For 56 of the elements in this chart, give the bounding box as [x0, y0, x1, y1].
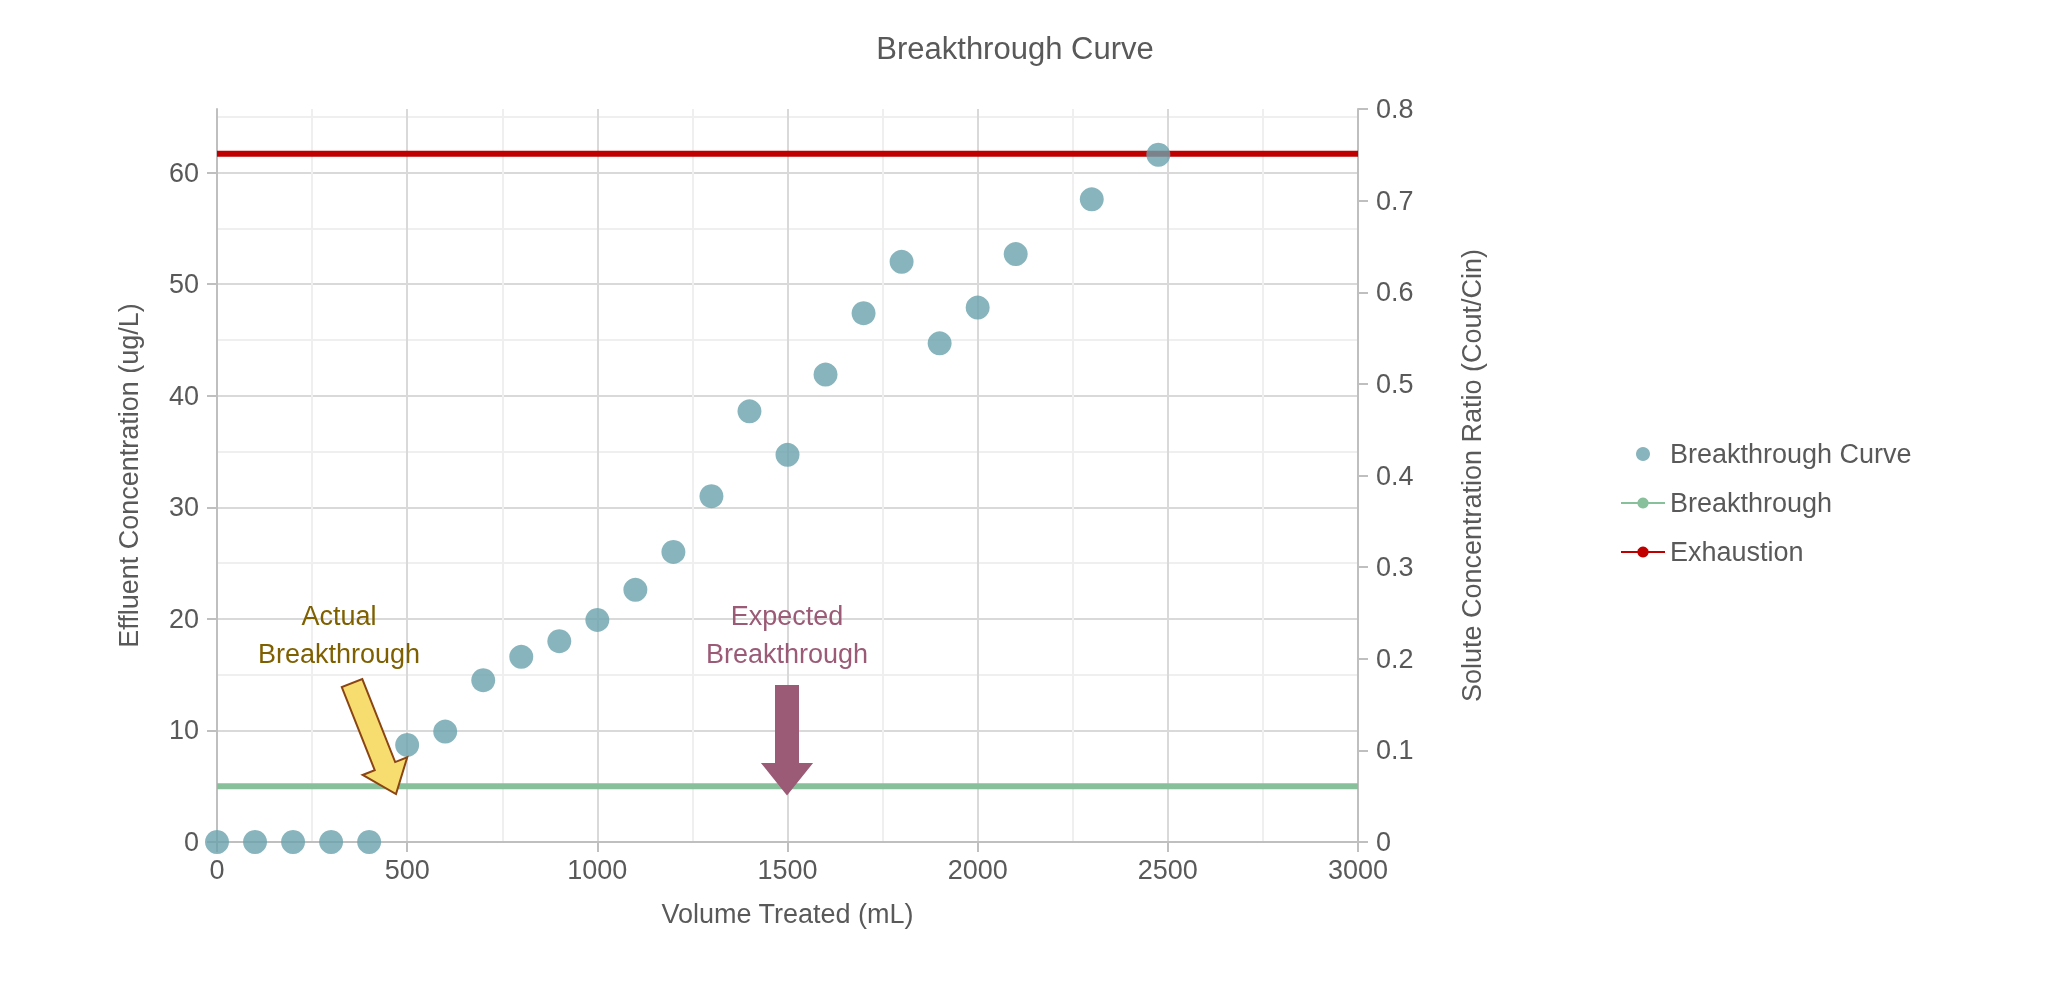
point — [965, 295, 990, 320]
point — [699, 484, 724, 509]
point — [243, 830, 268, 854]
point — [471, 668, 496, 693]
legend-label: Exhaustion — [1670, 537, 1804, 567]
point — [281, 830, 306, 854]
x-tick-label: 1000 — [567, 854, 628, 885]
y2-tick-label: 0.3 — [1376, 552, 1414, 583]
x-axis-title: Volume Treated (mL) — [661, 898, 914, 929]
point — [927, 331, 952, 356]
y2-tick-label: 0.2 — [1376, 643, 1414, 674]
y2-axis-title: Solute Concentration Ratio (Cout/Cin) — [1456, 248, 1487, 703]
point — [357, 830, 382, 854]
point — [205, 830, 229, 854]
y2-tick-label: 0.7 — [1376, 185, 1414, 216]
point — [319, 830, 344, 854]
point — [775, 442, 800, 467]
point — [585, 607, 610, 632]
point — [1079, 187, 1104, 212]
y-tick-label: 40 — [168, 380, 199, 411]
point — [395, 732, 420, 757]
x-tick-label: 1500 — [757, 854, 818, 885]
y-tick-label: 10 — [168, 715, 199, 746]
point — [813, 362, 838, 387]
y2-tick-label: 0.6 — [1376, 277, 1414, 308]
x-tick-label: 500 — [384, 854, 430, 885]
point — [1146, 142, 1171, 167]
x-tick-label: 2000 — [947, 854, 1008, 885]
chart-title: Breakthrough Curve — [876, 31, 1154, 66]
legend-label: Breakthrough — [1670, 488, 1833, 518]
point — [547, 629, 572, 654]
point — [737, 399, 762, 424]
y2-tick-label: 0.4 — [1376, 460, 1414, 491]
y-tick-label: 20 — [168, 603, 199, 634]
y-tick-label: 30 — [168, 492, 199, 523]
point — [1003, 242, 1028, 267]
x-tick-label: 0 — [209, 854, 225, 885]
y2-tick-label: 0.8 — [1376, 94, 1414, 124]
point — [661, 539, 686, 564]
y2-tick-label: 0.5 — [1376, 368, 1414, 399]
annotation: Expected Breakthrough — [705, 600, 869, 671]
y-axis-title: Effluent Concentration (ug/L) — [113, 303, 144, 648]
x-tick-label: 2500 — [1137, 854, 1198, 885]
annotation: Actual Breakthrough — [257, 600, 421, 671]
y2-tick-label: 0.1 — [1376, 735, 1414, 766]
point — [889, 249, 914, 274]
point — [433, 719, 458, 744]
point — [623, 577, 648, 602]
y-tick-label: 50 — [168, 269, 199, 300]
legend-label: Breakthrough Curve — [1670, 439, 1912, 469]
y2-tick-label: 0 — [1376, 827, 1392, 857]
point — [851, 301, 876, 326]
point — [509, 644, 534, 669]
y-tick-label: 60 — [168, 157, 199, 188]
x-tick-label: 3000 — [1327, 854, 1389, 885]
y-tick-label: 0 — [183, 827, 199, 857]
